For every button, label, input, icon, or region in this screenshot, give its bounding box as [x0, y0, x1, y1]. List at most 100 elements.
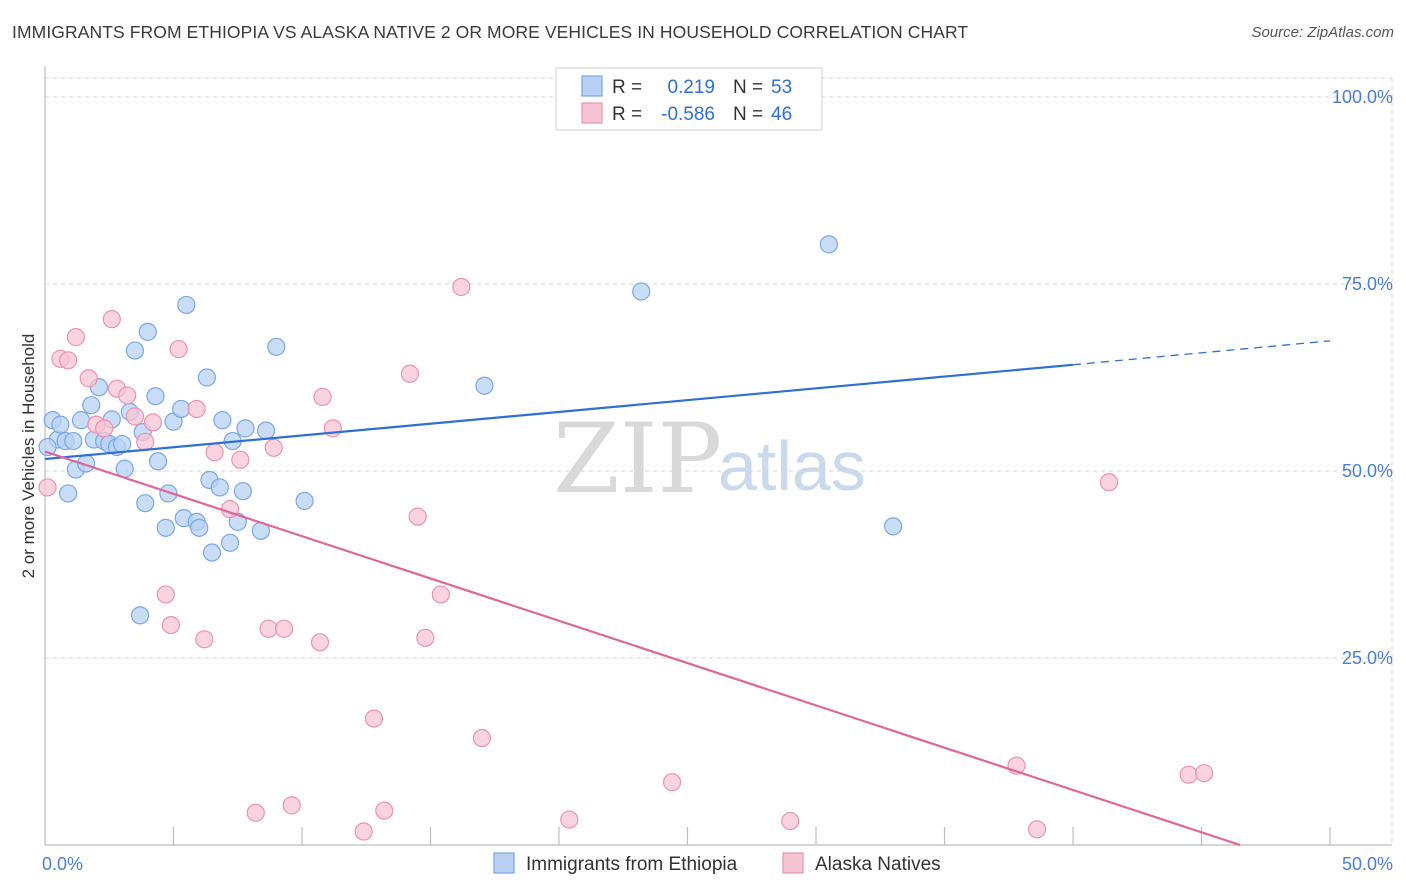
alaska-point — [431, 585, 450, 604]
alaska-point — [264, 438, 283, 457]
alaska-point — [282, 796, 301, 815]
source-attribution: Source: ZipAtlas.com — [1251, 24, 1394, 41]
ethiopia-point — [125, 341, 145, 360]
alaska-point — [231, 450, 250, 469]
ethiopia-point — [233, 482, 252, 501]
ethiopia-point — [210, 478, 229, 497]
bottom-legend-swatch-alaska — [782, 852, 804, 874]
y-tick-labels: 25.0% 50.0% 75.0% 100.0% — [1332, 87, 1393, 668]
bottom-legend-label-alaska: Alaska Natives — [815, 854, 941, 875]
series-legend: Immigrants from Ethiopia Alaska Natives — [493, 852, 941, 875]
alaska-point — [1179, 765, 1198, 784]
ethiopia-point — [883, 517, 903, 536]
alaska-point — [274, 619, 294, 638]
alaska-point — [259, 619, 278, 638]
ethiopia-point — [177, 295, 196, 315]
alaska-point — [136, 432, 155, 451]
alaska-point — [95, 419, 114, 438]
trendlines — [44, 340, 1331, 847]
ethiopia-point — [475, 376, 494, 395]
legend-r-value-alaska: -0.586 — [661, 104, 715, 125]
bottom-legend-label-ethiopia: Immigrants from Ethiopia — [526, 854, 738, 875]
ethiopia-point — [130, 606, 150, 625]
ethiopia-point — [172, 399, 191, 419]
y-tick-label: 25.0% — [1342, 648, 1393, 668]
bottom-legend-swatch-ethiopia — [493, 852, 515, 874]
y-axis-label: 2 or more Vehicles in Household — [19, 334, 38, 579]
ethiopia-point — [146, 387, 165, 406]
alaska-trendline — [44, 450, 1241, 847]
ethiopia-point — [159, 484, 178, 503]
legend-swatch-ethiopia — [581, 75, 603, 97]
ethiopia-point — [148, 452, 168, 471]
ethiopia-point — [213, 411, 232, 430]
alaska-point — [205, 443, 224, 462]
stats-legend: R = 0.219 N = 53 R = -0.586 N = 46 — [555, 67, 823, 131]
alaska-point — [310, 633, 330, 652]
alaska-point — [408, 507, 427, 526]
ethiopia-point — [220, 533, 240, 552]
alaska-point — [169, 339, 188, 359]
watermark-atlas: atlas — [718, 427, 866, 505]
x-tick-labels: 0.0% 50.0% — [42, 854, 1393, 874]
ethiopia-trendline-extension — [1072, 340, 1331, 366]
y-tick-label: 50.0% — [1342, 461, 1393, 481]
ethiopia-point — [202, 543, 222, 562]
alaska-point — [187, 399, 206, 419]
y-tick-label: 100.0% — [1332, 87, 1393, 107]
alaska-point — [195, 630, 214, 649]
ethiopia-point — [632, 282, 651, 301]
ethiopia-trendline — [44, 363, 1074, 461]
ethiopia-point — [59, 484, 78, 503]
alaska-point — [59, 351, 78, 370]
y-tick-label: 75.0% — [1342, 274, 1393, 294]
ethiopia-point — [256, 421, 276, 440]
alaska-point — [416, 628, 435, 647]
ethiopia-point — [71, 411, 91, 430]
alaska-point — [662, 773, 682, 792]
legend-r-label-ethiopia: R = — [612, 77, 642, 98]
chart-title: IMMIGRANTS FROM ETHIOPIA VS ALASKA NATIV… — [12, 22, 969, 42]
legend-n-value-ethiopia: 53 — [771, 77, 792, 98]
x-tick-label: 0.0% — [42, 854, 83, 874]
alaska-point — [400, 364, 420, 383]
series-ethiopia-points — [38, 235, 903, 625]
alaska-point — [323, 419, 342, 438]
alaska-point — [118, 386, 137, 405]
ethiopia-point — [197, 368, 217, 387]
legend-n-value-alaska: 46 — [771, 104, 792, 125]
ethiopia-point — [819, 235, 838, 254]
legend-n-label-alaska: N = — [733, 104, 763, 125]
alaska-point — [161, 615, 181, 635]
ethiopia-point — [82, 396, 101, 415]
ethiopia-point — [64, 431, 83, 451]
x-tick-label: 50.0% — [1342, 854, 1393, 874]
watermark-zip: ZIP — [553, 403, 722, 515]
alaska-point — [246, 803, 265, 822]
alaska-point — [452, 277, 471, 297]
alaska-point — [102, 310, 121, 329]
alaska-point — [125, 407, 145, 426]
alaska-point — [156, 585, 175, 604]
alaska-point — [354, 822, 373, 841]
alaska-point — [472, 728, 491, 748]
alaska-point — [375, 801, 394, 820]
ethiopia-point — [190, 518, 209, 537]
alaska-point — [781, 811, 800, 831]
ethiopia-point — [38, 437, 57, 457]
legend-swatch-alaska — [581, 102, 603, 124]
alaska-point — [364, 709, 384, 728]
ethiopia-point — [51, 415, 70, 434]
series-alaska-points — [38, 277, 1214, 841]
legend-n-label-ethiopia: N = — [733, 77, 763, 98]
alaska-point — [38, 478, 57, 497]
legend-r-value-ethiopia: 0.219 — [667, 77, 715, 98]
ethiopia-point — [236, 419, 255, 438]
alaska-point — [143, 413, 163, 432]
legend-r-label-alaska: R = — [612, 104, 642, 125]
alaska-point — [1027, 820, 1047, 839]
ethiopia-point — [156, 518, 175, 537]
ethiopia-point — [138, 322, 157, 341]
alaska-point — [313, 387, 332, 407]
